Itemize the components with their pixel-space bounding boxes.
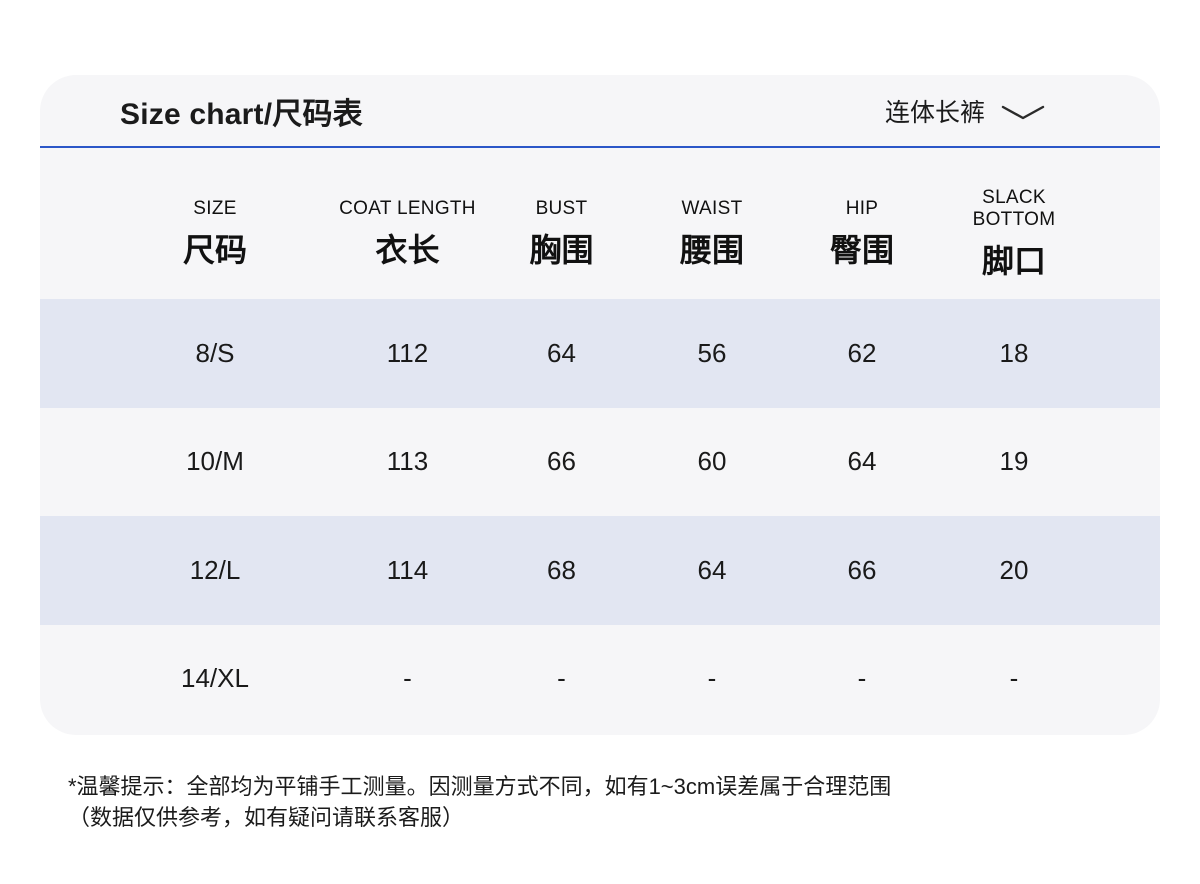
column-header-hip: HIP 臀围	[786, 176, 938, 271]
column-header-bust: BUST 胸围	[485, 176, 638, 271]
value-cell: 64	[547, 337, 576, 368]
column-header-zh: 衣长	[375, 232, 440, 268]
value-cell: 64	[847, 446, 877, 477]
value-cell: 19	[999, 446, 1029, 477]
table-row: 8/S 112 64 56 62 18	[40, 299, 1160, 408]
value-cell: 113	[386, 446, 429, 477]
table-row: 12/L 114 68 64 66 20	[40, 516, 1160, 625]
variant-label: 连体长裤	[884, 98, 985, 127]
table-body: 8/S 112 64 56 62 18 10/M 113 66 60 64 19…	[40, 299, 1160, 733]
value-cell: -	[1009, 663, 1019, 694]
size-chart-card: Size chart/尺码表 连体长裤 SIZE 尺码 COAT LENGTH …	[40, 75, 1160, 735]
value-cell: 20	[999, 554, 1029, 585]
value-cell: 112	[386, 337, 429, 368]
size-cell: 14/XL	[181, 663, 249, 694]
size-cell: 10/M	[186, 446, 244, 477]
value-cell: 68	[547, 554, 576, 585]
column-header-zh: 腰围	[679, 232, 744, 268]
value-cell: -	[403, 663, 412, 694]
size-cell: 12/L	[189, 554, 241, 585]
column-header-en: BUST	[535, 198, 588, 219]
chevron-down-icon	[1001, 104, 1045, 121]
value-cell: 66	[547, 446, 576, 477]
table-header-row: SIZE 尺码 COAT LENGTH 衣长 BUST 胸围 WAIST 腰围 …	[40, 148, 1160, 299]
column-header-en: COAT LENGTH	[339, 198, 476, 219]
value-cell: 64	[697, 554, 727, 585]
value-cell: 66	[847, 554, 877, 585]
value-cell: 62	[847, 337, 877, 368]
measurement-note: *温馨提示：全部均为平铺手工测量。因测量方式不同，如有1~3cm误差属于合理范围…	[68, 771, 891, 833]
value-cell: -	[557, 663, 566, 694]
card-header: Size chart/尺码表 连体长裤	[40, 75, 1160, 148]
column-header-en: SLACK BOTTOM	[972, 187, 1056, 230]
column-header-en: WAIST	[681, 198, 743, 219]
column-header-en: SIZE	[193, 198, 237, 219]
column-header-zh: 胸围	[529, 232, 594, 268]
measurement-note-line1: *温馨提示：全部均为平铺手工测量。因测量方式不同，如有1~3cm误差属于合理范围	[68, 774, 892, 799]
column-header-zh: 尺码	[182, 232, 247, 268]
variant-dropdown[interactable]: 连体长裤	[885, 93, 1045, 129]
table-row: 10/M 113 66 60 64 19	[40, 408, 1160, 517]
value-cell: 60	[697, 446, 727, 477]
table-row: 14/XL - - - - -	[40, 625, 1160, 734]
value-cell: 114	[386, 554, 429, 585]
value-cell: -	[707, 663, 717, 694]
column-header-en: HIP	[845, 198, 879, 219]
column-header-slack-bottom: SLACK BOTTOM 脚口	[938, 165, 1090, 282]
measurement-note-line2: （数据仅供参考，如有疑问请联系客服）	[68, 805, 465, 830]
column-header-zh: 脚口	[981, 243, 1046, 279]
value-cell: 18	[999, 337, 1029, 368]
size-chart-title: Size chart/尺码表	[120, 97, 363, 131]
column-header-zh: 臀围	[829, 232, 894, 268]
value-cell: -	[857, 663, 867, 694]
column-header-waist: WAIST 腰围	[638, 176, 786, 271]
value-cell: 56	[697, 337, 727, 368]
column-header-coat-length: COAT LENGTH 衣长	[330, 176, 485, 271]
column-header-size: SIZE 尺码	[100, 176, 330, 271]
size-cell: 8/S	[195, 337, 235, 368]
